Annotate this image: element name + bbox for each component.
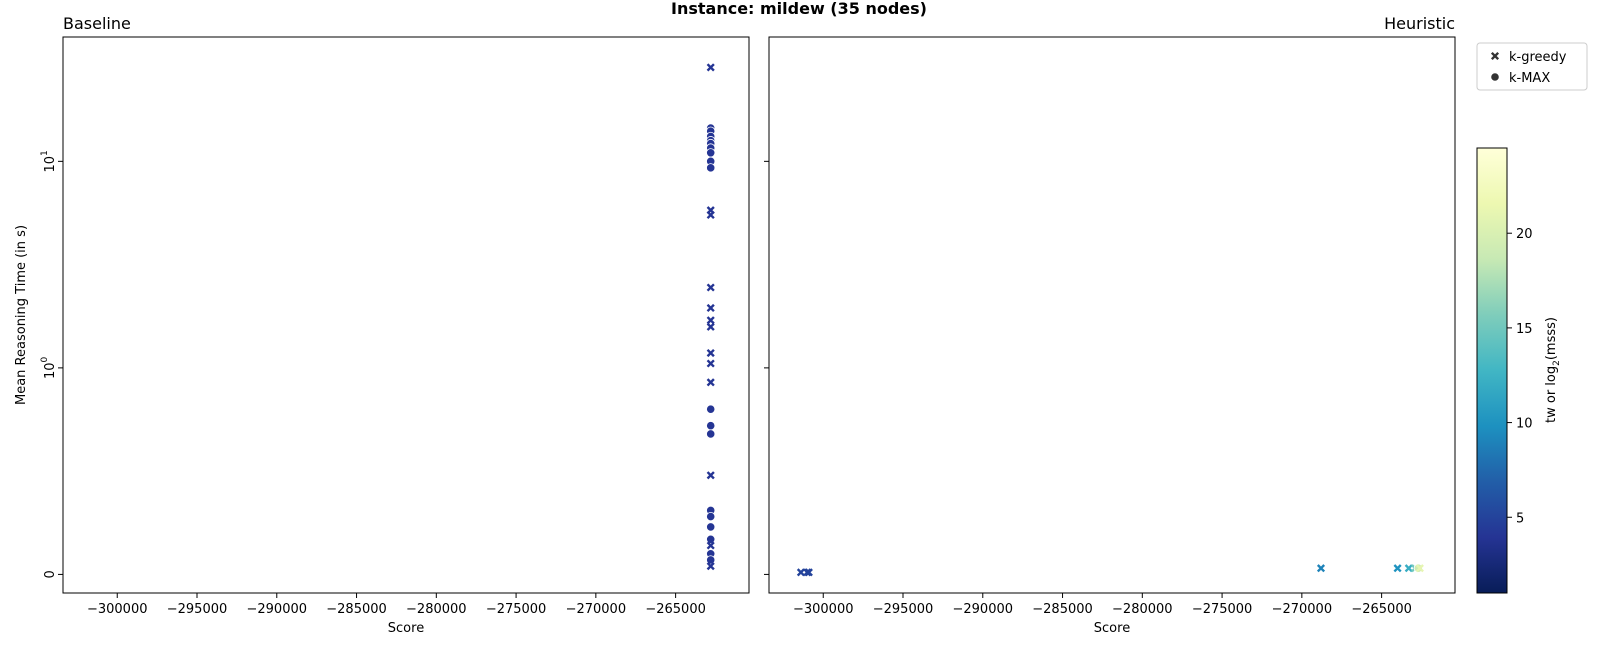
- point-k-greedy-0-14: [706, 316, 715, 325]
- x-axis-label-baseline: Score: [388, 621, 424, 636]
- point-k-max-0-19: [706, 404, 716, 414]
- x-tick-label: −295000: [873, 602, 934, 617]
- point-k-greedy-0-30: [706, 562, 715, 571]
- point-k-greedy-0-17: [706, 359, 715, 368]
- panel-baseline: Baseline −300000 −295000 −290000 −285000 −28…: [14, 14, 750, 636]
- x-tick-label: −265000: [1351, 602, 1412, 617]
- point-k-greedy-0-12: [706, 283, 715, 292]
- legend-marker-x: [1490, 51, 1500, 61]
- x-tick-label: −300000: [87, 602, 148, 617]
- point-k-greedy-1-4: [1393, 564, 1402, 573]
- point-k-greedy-0-11: [706, 210, 715, 220]
- x-tick-label: −270000: [566, 602, 627, 617]
- y-axis-label: Mean Reasoning Time (in s): [14, 225, 29, 405]
- point-k-greedy-1-8: [1415, 564, 1424, 573]
- x-axis-label-heuristic: Score: [1094, 621, 1130, 636]
- x-axis-baseline: −300000 −295000 −290000 −285000 −280000 −2750…: [87, 593, 706, 617]
- colorbar-label-main: tw or log: [1544, 366, 1559, 423]
- point-k-max-0-21: [706, 429, 716, 439]
- x-tick-label: −285000: [326, 602, 387, 617]
- legend-box: [1476, 42, 1588, 91]
- figure-title: Instance: mildew (35 nodes): [671, 0, 927, 18]
- y-axis-heuristic: [764, 160, 769, 575]
- point-k-max-0-20: [706, 421, 716, 431]
- point-k-greedy-1-5: [1404, 564, 1413, 573]
- y-tick-label: 101: [40, 150, 58, 172]
- colorbar-tick-label: 10: [1516, 417, 1533, 432]
- point-k-greedy-1-3: [1316, 564, 1326, 573]
- point-k-greedy-0-27: [706, 541, 715, 550]
- panel-title-heuristic: Heuristic: [1384, 14, 1455, 33]
- x-tick-label: −275000: [1192, 602, 1253, 617]
- x-tick-label: −290000: [953, 602, 1014, 617]
- point-k-greedy-1-2: [804, 568, 813, 577]
- y-tick-label: 0: [43, 570, 58, 578]
- colorbar-label: tw or log2(msss): [1544, 317, 1562, 423]
- point-k-max-0-26: [706, 534, 716, 544]
- legend-label-k-greedy: k-greedy: [1509, 50, 1567, 65]
- x-tick-label: −290000: [247, 602, 308, 617]
- point-k-greedy-0-16: [706, 348, 715, 358]
- x-tick-label: −280000: [406, 602, 467, 617]
- point-k-max-0-9: [706, 163, 716, 173]
- x-tick-label: −265000: [645, 602, 706, 617]
- x-axis-heuristic: −300000 −295000 −290000 −285000 −280000 −2750…: [793, 593, 1412, 617]
- data-points-heuristic: [796, 563, 1424, 577]
- x-tick-label: −280000: [1112, 602, 1173, 617]
- point-k-greedy-0-13: [706, 303, 715, 313]
- colorbar-ticks: 5 10 15 20: [1507, 227, 1533, 526]
- x-tick-label: −295000: [167, 602, 228, 617]
- y-axis-baseline: 0 100 101: [40, 150, 63, 579]
- point-k-max-0-25: [706, 522, 716, 532]
- colorbar-label-sub: 2: [1552, 360, 1562, 366]
- panel-heuristic: Heuristic −300000 −295000 −290000 −285000 −2…: [764, 14, 1456, 636]
- colorbar-label-tail: (msss): [1544, 317, 1559, 360]
- plot-frame-heuristic: [768, 36, 1456, 594]
- legend: k-greedy k-MAX: [1476, 42, 1588, 91]
- point-k-greedy-0-0: [706, 63, 715, 72]
- point-k-greedy-0-22: [706, 471, 715, 480]
- point-k-max-0-29: [706, 555, 716, 565]
- legend-marker-o: [1490, 72, 1500, 82]
- colorbar: 5 10 15 20 tw or log2(msss): [1476, 147, 1562, 594]
- colorbar-tick-label: 20: [1516, 227, 1533, 242]
- data-points-baseline: [706, 63, 716, 571]
- point-k-greedy-0-18: [706, 378, 715, 387]
- colorbar-tick-label: 15: [1516, 322, 1533, 337]
- legend-marker-k-max: [1490, 72, 1500, 82]
- colorbar-gradient: [1476, 147, 1508, 594]
- x-tick-label: −270000: [1272, 602, 1333, 617]
- panel-title-baseline: Baseline: [63, 14, 131, 33]
- x-tick-label: −300000: [793, 602, 854, 617]
- plot-frame-baseline: [62, 36, 750, 594]
- y-tick-label: 100: [40, 356, 58, 379]
- colorbar-tick-label: 5: [1516, 511, 1524, 526]
- x-tick-label: −285000: [1032, 602, 1093, 617]
- legend-label-k-max: k-MAX: [1509, 71, 1550, 86]
- point-k-max-0-7: [706, 148, 716, 158]
- point-k-greedy-0-15: [706, 322, 715, 331]
- x-tick-label: −275000: [486, 602, 547, 617]
- point-k-greedy-1-0: [796, 568, 805, 577]
- point-k-max-0-24: [706, 511, 716, 522]
- legend-marker-k-greedy: [1490, 51, 1500, 61]
